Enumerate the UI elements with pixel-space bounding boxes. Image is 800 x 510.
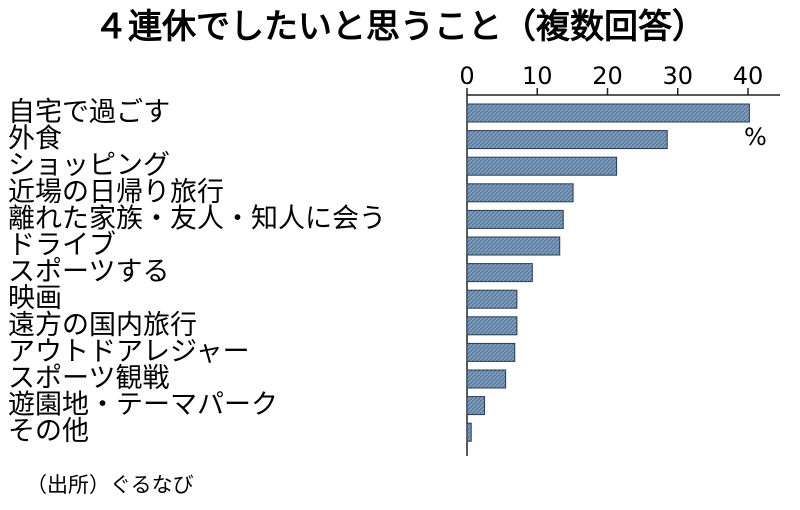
bar — [466, 369, 507, 389]
category-label: 離れた家族・友人・知人に会う — [8, 203, 386, 234]
bars — [466, 103, 750, 442]
category-label: 遊園地・テーマパーク — [8, 390, 278, 421]
x-tick-label: 20 — [592, 62, 623, 90]
x-tick-label: 40 — [733, 62, 764, 90]
bar — [466, 342, 516, 362]
category-label: ドライブ — [8, 230, 116, 261]
x-tick-label: 0 — [459, 62, 474, 90]
bar — [466, 183, 574, 203]
bar — [466, 236, 561, 256]
bar — [466, 316, 518, 336]
unit-label: % — [744, 123, 767, 151]
category-label: 外食 — [8, 124, 62, 155]
bar — [466, 209, 564, 229]
x-tick-label: 30 — [662, 62, 693, 90]
bar — [466, 422, 472, 442]
bar — [466, 130, 668, 150]
category-label: 映画 — [8, 283, 62, 314]
source-note: （出所）ぐるなび — [26, 473, 194, 497]
bar — [466, 263, 533, 283]
chart-title: ４連休でしたいと思うこと（複数回答） — [94, 7, 706, 47]
bar — [466, 289, 518, 309]
x-axis: 0 10 20 30 40 — [459, 62, 780, 456]
category-label: スポーツする — [8, 257, 169, 288]
bar — [466, 103, 750, 123]
x-tick-label: 10 — [522, 62, 553, 90]
category-label: スポーツ観戦 — [8, 363, 169, 394]
bar — [466, 156, 618, 176]
category-label: 自宅で過ごす — [8, 97, 170, 128]
category-label: アウトドアレジャー — [8, 336, 250, 367]
category-labels: 自宅で過ごす外食ショッピング近場の日帰り旅行離れた家族・友人・知人に会うドライブ… — [8, 97, 386, 447]
bar — [466, 396, 486, 416]
category-label: その他 — [8, 416, 89, 447]
category-label: 遠方の国内旅行 — [8, 310, 197, 341]
category-label: ショッピング — [8, 150, 170, 181]
category-label: 近場の日帰り旅行 — [8, 177, 224, 208]
